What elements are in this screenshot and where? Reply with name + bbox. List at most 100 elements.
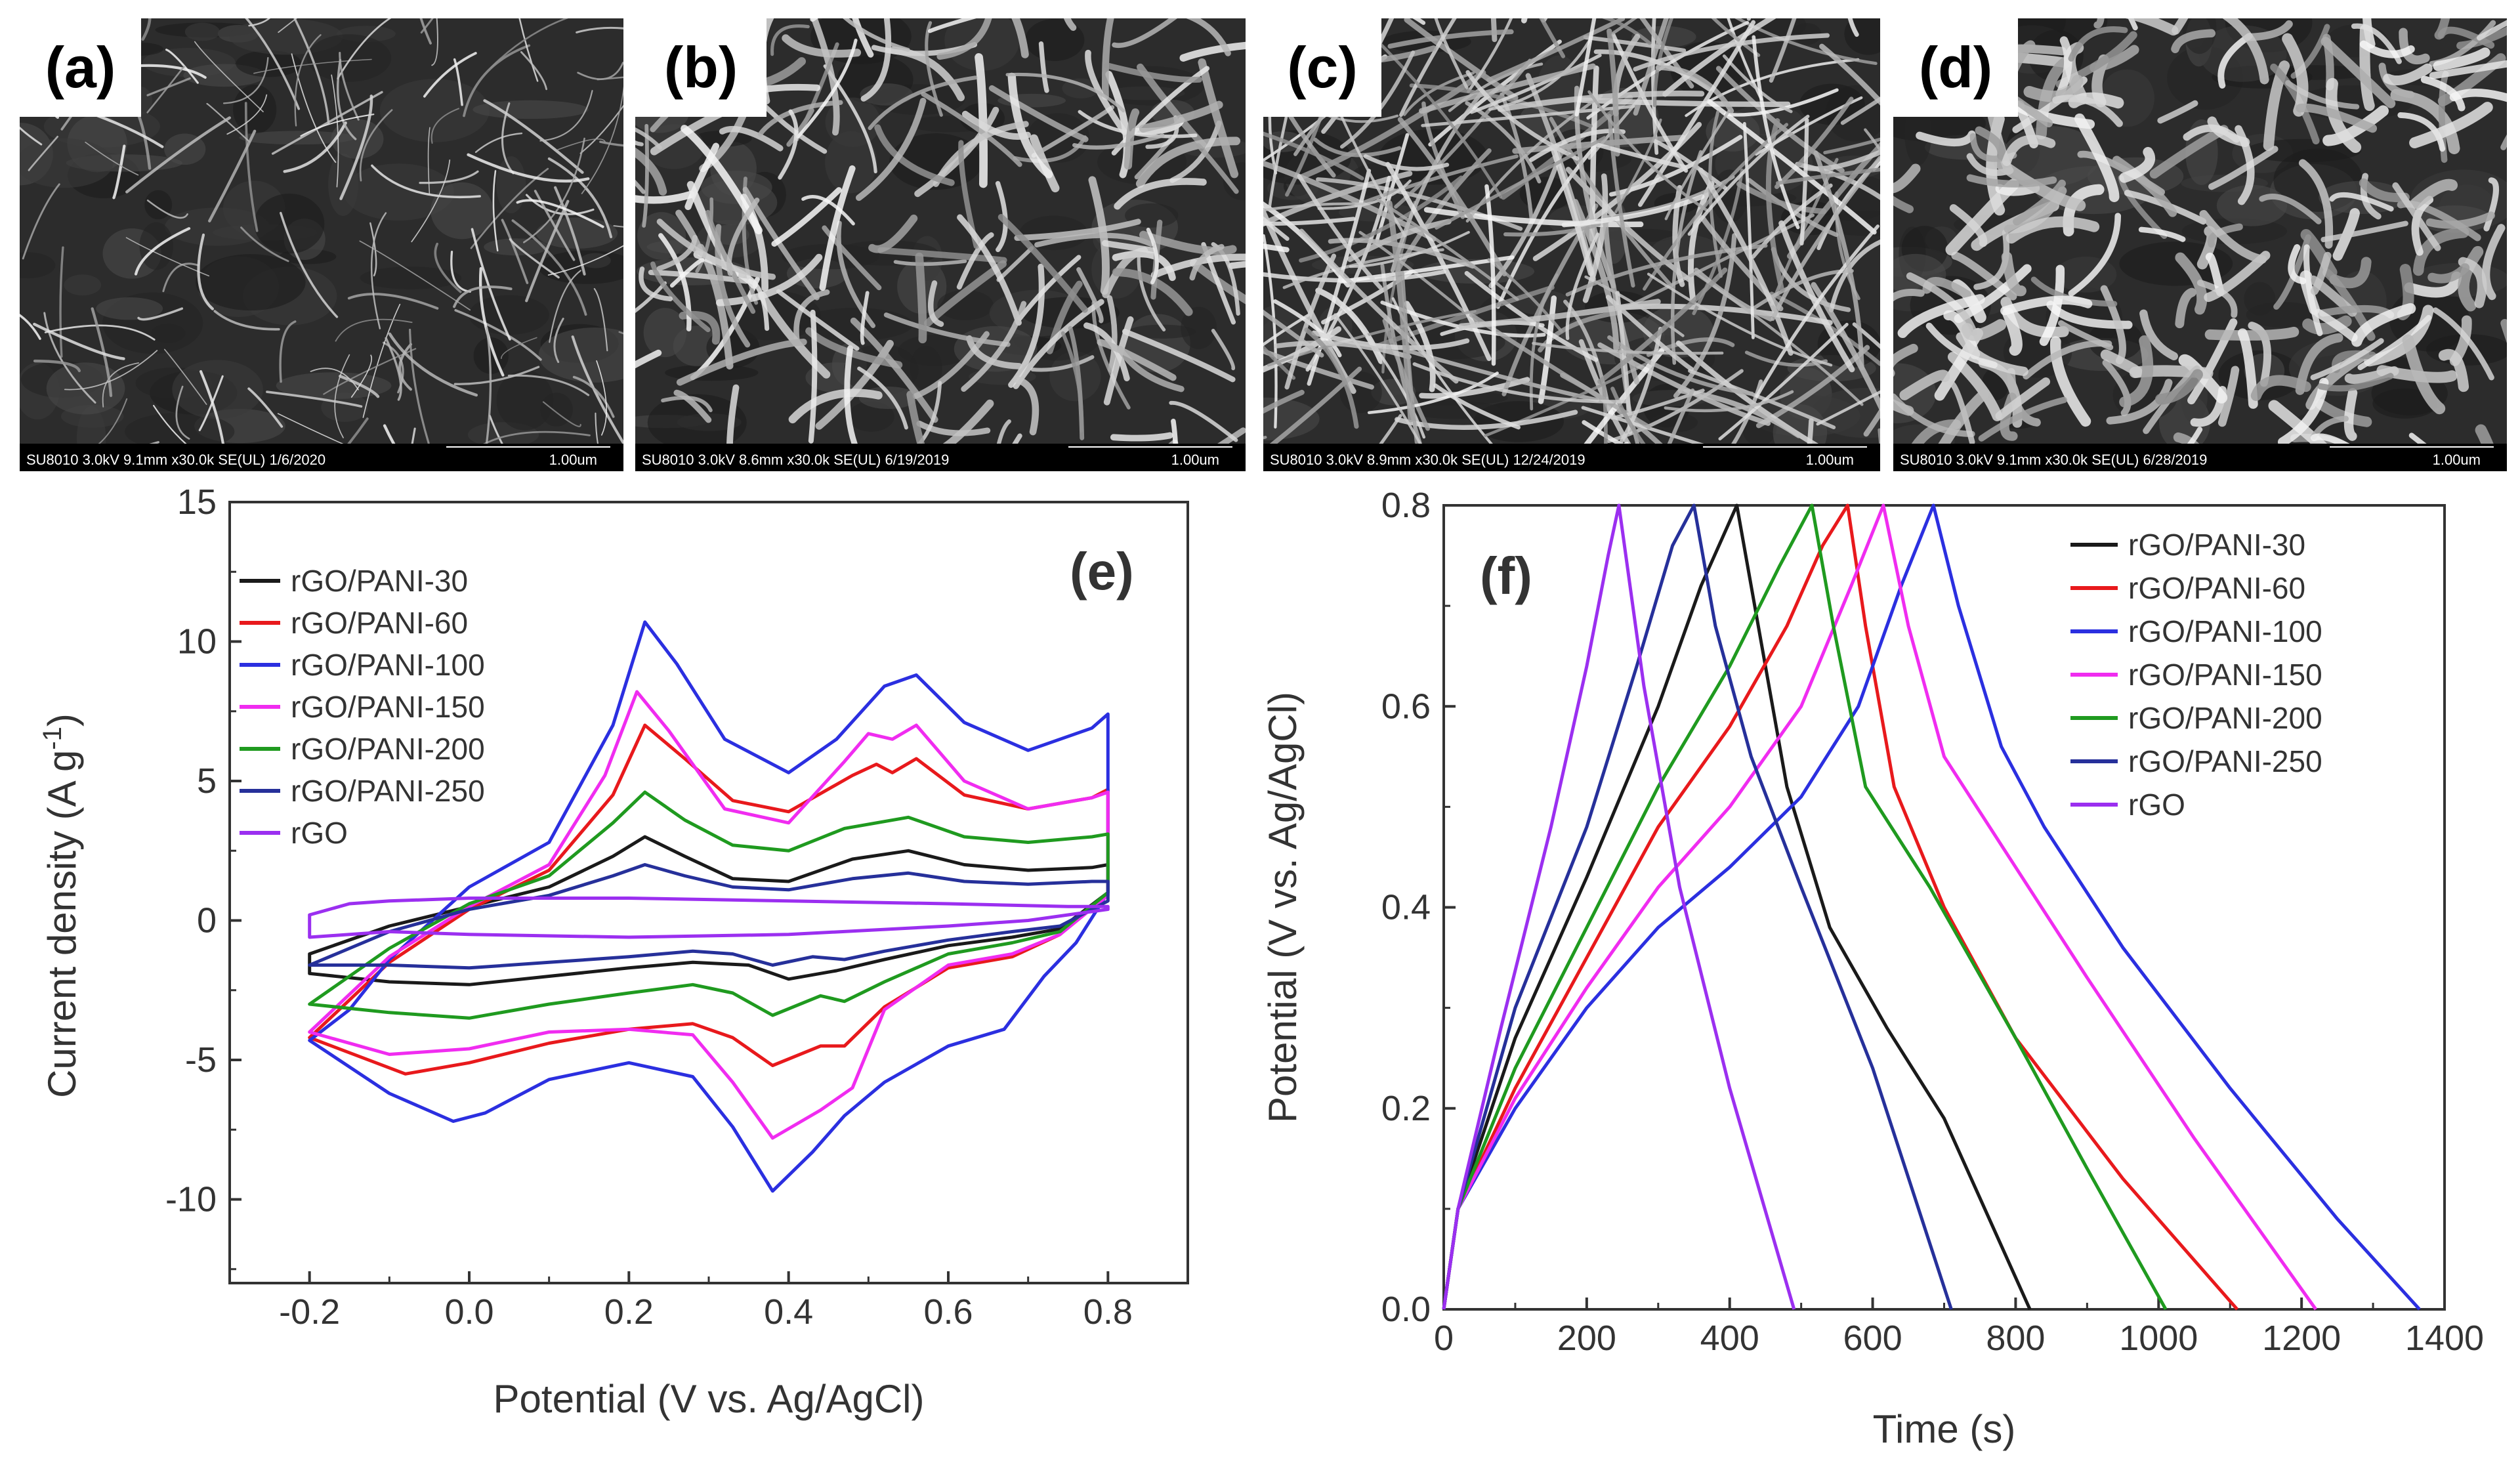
sem-texture-strand bbox=[1186, 18, 1231, 56]
sem-texture-strand bbox=[1114, 178, 1207, 210]
sem-texture-strand bbox=[1064, 18, 1077, 32]
sem-texture-blob bbox=[1128, 324, 1196, 339]
sem-texture-strand bbox=[1382, 318, 1430, 431]
sem-texture-strand bbox=[2205, 253, 2225, 297]
sem-texture-strand bbox=[1973, 229, 2010, 290]
sem-texture-strand bbox=[912, 331, 990, 399]
sem-texture-strand bbox=[1863, 408, 1880, 437]
sem-texture-strand bbox=[1688, 180, 1715, 302]
sem-texture-strand bbox=[2100, 349, 2143, 378]
sem-texture-blob bbox=[579, 253, 611, 268]
sem-texture-strand bbox=[1607, 335, 1754, 396]
sem-texture-strand bbox=[339, 51, 360, 121]
sem-texture-strand bbox=[520, 51, 548, 91]
sem-texture-strand bbox=[1299, 228, 1459, 384]
sem-texture-strand bbox=[1137, 250, 1166, 332]
sem-texture-strand bbox=[2187, 427, 2203, 444]
sem-texture-strand bbox=[2378, 62, 2415, 98]
sem-texture-strand bbox=[2458, 245, 2484, 312]
sem-texture-strand bbox=[2204, 326, 2300, 341]
sem-texture-strand bbox=[2093, 18, 2105, 29]
gcd-series-rgo-pani-250 bbox=[1442, 503, 1953, 1310]
sem-texture-strand bbox=[2343, 388, 2358, 441]
sem-texture-strand bbox=[1670, 150, 1703, 365]
sem-texture-strand bbox=[509, 238, 560, 279]
sem-texture-strand bbox=[2052, 95, 2123, 127]
sem-texture-strand bbox=[1727, 18, 1763, 101]
sem-texture-strand bbox=[398, 343, 412, 391]
sem-texture-blob bbox=[1181, 306, 1217, 349]
sem-texture-strand bbox=[141, 18, 152, 41]
sem-texture-strand bbox=[2458, 257, 2487, 308]
sem-texture-strand bbox=[2322, 105, 2389, 146]
sem-texture-strand bbox=[28, 135, 59, 171]
sem-texture-strand bbox=[1529, 273, 1559, 411]
sem-texture-strand bbox=[808, 309, 818, 444]
sem-texture-strand bbox=[1747, 178, 1839, 238]
sem-texture-blob bbox=[1263, 397, 1320, 440]
sem-texture-strand bbox=[2404, 271, 2462, 298]
sem-texture-strand bbox=[2351, 303, 2416, 347]
sem-texture-strand bbox=[2420, 75, 2466, 112]
sem-texture-strand bbox=[467, 153, 590, 183]
sem-texture-blob bbox=[2246, 301, 2320, 328]
cv-x-tick-label: 0.6 bbox=[923, 1292, 973, 1332]
sem-texture-strand bbox=[1956, 332, 2028, 376]
sem-texture-strand bbox=[431, 18, 438, 66]
sem-texture-strand bbox=[656, 219, 776, 280]
sem-texture-strand bbox=[291, 53, 337, 163]
sem-texture-blob bbox=[538, 327, 623, 383]
sem-texture-strand bbox=[1938, 389, 1989, 444]
cv-y-tick-label: -10 bbox=[165, 1180, 217, 1219]
sem-texture-strand bbox=[1744, 350, 1828, 368]
sem-texture-blob bbox=[360, 266, 462, 289]
sem-texture-strand bbox=[2288, 244, 2307, 285]
sem-texture-blob bbox=[1799, 83, 1865, 125]
sem-texture-strand bbox=[20, 314, 41, 340]
sem-texture-strand bbox=[889, 46, 965, 102]
sem-texture-strand bbox=[1347, 219, 1452, 263]
sem-texture-strand bbox=[1752, 35, 1800, 230]
gcd-y-tick-label: 0.0 bbox=[1381, 1290, 1431, 1329]
sem-texture-strand bbox=[1263, 217, 1356, 226]
gcd-x-tick-label: 0 bbox=[1434, 1319, 1454, 1358]
sem-texture-strand bbox=[1813, 150, 1864, 371]
sem-texture-strand bbox=[2002, 307, 2023, 356]
sem-texture-strand bbox=[1583, 35, 1687, 53]
sem-texture-strand bbox=[434, 242, 462, 293]
sem-texture-strand bbox=[1104, 62, 1202, 83]
sem-texture-strand bbox=[1228, 261, 1246, 269]
sem-texture-strand bbox=[1375, 133, 1410, 242]
sem-texture-strand bbox=[542, 401, 581, 427]
sem-texture-strand bbox=[1139, 100, 1223, 133]
sem-texture-strand bbox=[44, 324, 156, 341]
sem-texture-strand bbox=[244, 102, 259, 232]
sem-texture-strand bbox=[423, 52, 477, 98]
sem-texture-strand bbox=[975, 53, 988, 188]
sem-texture-strand bbox=[335, 318, 413, 342]
sem-texture-strand bbox=[2359, 40, 2415, 58]
sem-texture-strand bbox=[819, 165, 856, 291]
panel-label-c: (c) bbox=[1263, 18, 1381, 117]
gcd-x-tick-label: 1400 bbox=[2405, 1319, 2484, 1358]
sem-texture-strand bbox=[726, 198, 760, 276]
sem-texture-strand bbox=[2217, 32, 2253, 89]
sem-texture-strand bbox=[961, 110, 1031, 140]
sem-texture-blob bbox=[20, 252, 56, 279]
sem-texture-blob bbox=[76, 406, 106, 444]
sem-texture-strand bbox=[2310, 251, 2332, 295]
sem-texture-strand bbox=[770, 24, 810, 56]
sem-texture-strand bbox=[206, 102, 251, 143]
sem-texture-strand bbox=[334, 354, 350, 438]
sem-texture-strand bbox=[1146, 227, 1159, 285]
sem-texture-strand bbox=[1575, 96, 1791, 108]
sem-texture-strand bbox=[300, 114, 375, 137]
sem-image-b bbox=[635, 18, 1246, 444]
sem-texture-strand bbox=[1263, 243, 1290, 253]
sem-texture-strand bbox=[2125, 18, 2179, 36]
sem-texture-strand bbox=[369, 222, 377, 277]
sem-texture-strand bbox=[112, 144, 126, 200]
sem-texture-strand bbox=[213, 310, 280, 331]
sem-texture-strand bbox=[1633, 18, 1669, 116]
sem-texture-strand bbox=[684, 142, 720, 211]
